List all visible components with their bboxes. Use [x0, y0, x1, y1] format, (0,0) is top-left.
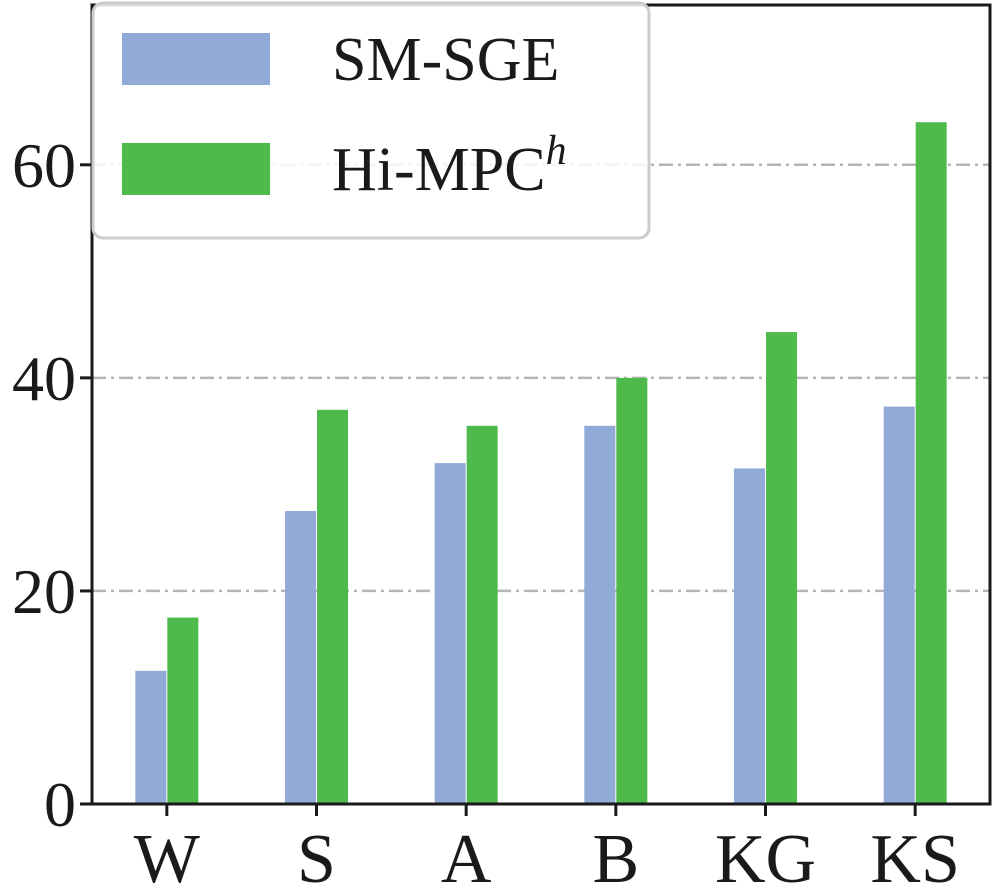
bar-hi-mpc-ks: [915, 122, 947, 805]
bar-hi-mpc-a: [466, 425, 498, 804]
x-tick-label-ks: KS: [870, 821, 959, 888]
bar-hi-mpc-s: [317, 409, 348, 804]
bar-sm-sge-kg: [734, 468, 765, 804]
bar-sm-sge-a: [434, 463, 466, 804]
bar-hi-mpc-kg: [766, 332, 797, 804]
legend-swatch-hi-mpc: [122, 143, 270, 195]
bar-sm-sge-w: [135, 670, 167, 804]
x-tick-label-s: S: [297, 821, 336, 888]
x-tick-label-b: B: [592, 821, 639, 888]
y-tick-label-20: 20: [12, 556, 76, 627]
legend-swatch-sm-sge: [122, 33, 270, 85]
bar-sm-sge-s: [285, 511, 316, 804]
legend-label-hi-mpc-main: Hi-MPC: [332, 136, 546, 204]
bar-sm-sge-b: [584, 425, 616, 804]
x-tick-label-kg: KG: [715, 821, 816, 888]
axis-ticks: 0 20 40 60 W S A B KG KS: [12, 130, 960, 888]
bar-hi-mpc-b: [616, 377, 648, 804]
grid-lines: [92, 163, 990, 593]
y-tick-label-40: 40: [12, 343, 76, 414]
legend-label-hi-mpc: Hi-MPCh: [332, 128, 567, 204]
legend-label-hi-mpc-superscript: h: [546, 128, 567, 174]
legend: SM-SGE Hi-MPCh: [91, 1, 651, 240]
x-tick-label-a: A: [441, 821, 492, 888]
legend-label-sm-sge: SM-SGE: [332, 26, 559, 94]
y-tick-label-60: 60: [12, 130, 76, 201]
y-tick-label-0: 0: [44, 769, 76, 840]
bar-sm-sge-ks: [883, 406, 915, 804]
bar-hi-mpc-w: [167, 617, 199, 804]
bars: [135, 122, 947, 805]
x-tick-label-w: W: [134, 821, 200, 888]
